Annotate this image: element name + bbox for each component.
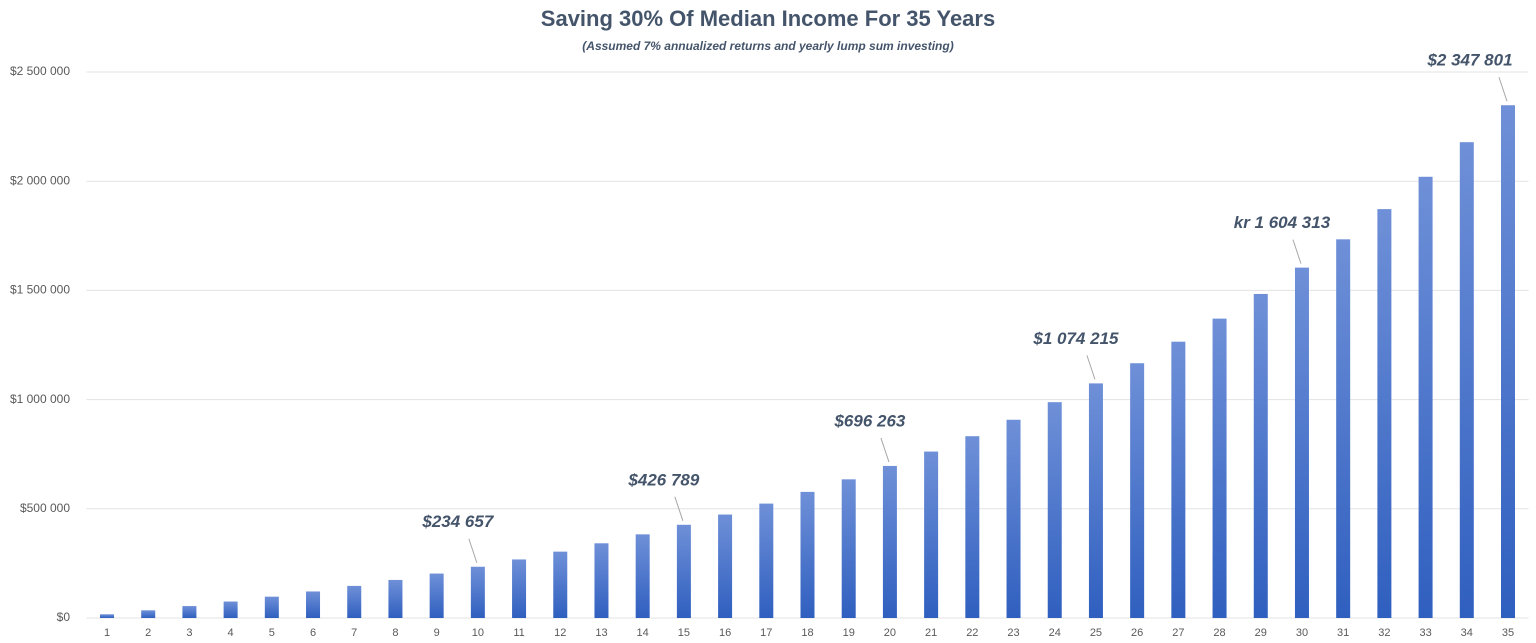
y-tick-label: $0: [57, 610, 71, 624]
x-tick-label: 15: [678, 627, 690, 639]
bar: [594, 543, 609, 618]
bar: [1130, 363, 1145, 618]
x-tick-label: 26: [1131, 627, 1143, 639]
x-tick-label: 17: [760, 627, 772, 639]
bar: [470, 566, 485, 618]
bar: [223, 601, 238, 618]
bar: [676, 524, 691, 618]
x-tick-label: 34: [1461, 627, 1473, 639]
leader-line: [468, 538, 478, 563]
x-tick-label: 4: [228, 627, 234, 639]
bar: [347, 585, 362, 618]
x-tick-label: 20: [884, 627, 896, 639]
data-label: $426 789: [627, 470, 699, 489]
x-tick-label: 16: [719, 627, 731, 639]
bar: [841, 479, 856, 618]
x-tick-label: 28: [1213, 627, 1225, 639]
x-tick-label: 8: [392, 627, 398, 639]
bar: [512, 559, 527, 618]
x-tick-label: 32: [1378, 627, 1390, 639]
bar: [264, 596, 279, 618]
bar: [1088, 383, 1103, 618]
x-tick-label: 12: [554, 627, 566, 639]
x-tick-label: 25: [1090, 627, 1102, 639]
x-tick-label: 2: [145, 627, 151, 639]
bar: [924, 451, 939, 618]
bar: [1459, 142, 1474, 618]
leader-line: [1498, 77, 1508, 102]
x-tick-label: 29: [1255, 627, 1267, 639]
x-tick-label: 13: [595, 627, 607, 639]
data-label: kr 1 604 313: [1234, 213, 1331, 232]
x-tick-label: 5: [269, 627, 275, 639]
bar: [1047, 402, 1062, 618]
bar: [553, 551, 568, 618]
bar: [100, 614, 115, 618]
leader-line: [1086, 355, 1096, 380]
y-tick-label: $1 000 000: [10, 392, 70, 406]
bar: [635, 534, 650, 618]
x-tick-label: 1: [104, 627, 110, 639]
bar: [759, 503, 774, 618]
data-label: $234 657: [421, 512, 494, 531]
x-tick-label: 30: [1296, 627, 1308, 639]
data-label: $2 347 801: [1426, 51, 1512, 70]
bar: [718, 514, 733, 618]
chart-subtitle: (Assumed 7% annualized returns and yearl…: [582, 39, 953, 53]
y-tick-label: $1 500 000: [10, 283, 70, 297]
bar: [1294, 267, 1309, 618]
y-tick-label: $2 000 000: [10, 173, 70, 187]
bar: [1377, 209, 1392, 618]
bar: [1500, 105, 1515, 619]
x-tick-label: 11: [513, 627, 524, 639]
bar: [388, 579, 403, 618]
bar: [882, 465, 897, 618]
x-tick-label: 24: [1049, 627, 1061, 639]
x-tick-label: 27: [1172, 627, 1184, 639]
x-tick-label: 22: [966, 627, 978, 639]
bar: [1418, 176, 1433, 618]
leader-line: [674, 496, 684, 521]
leader-line: [880, 437, 890, 463]
x-tick-label: 23: [1007, 627, 1019, 639]
x-tick-label: 7: [351, 627, 357, 639]
x-tick-label: 33: [1419, 627, 1431, 639]
x-tick-label: 6: [310, 627, 316, 639]
y-tick-label: $500 000: [20, 501, 70, 515]
x-tick-label: 18: [801, 627, 813, 639]
x-tick-label: 9: [434, 627, 440, 639]
x-tick-label: 21: [925, 627, 937, 639]
x-tick-label: 14: [637, 627, 649, 639]
bar: [306, 591, 321, 618]
bar: [1171, 341, 1186, 618]
leader-line: [1292, 239, 1302, 264]
data-label: $696 263: [833, 411, 905, 430]
x-tick-label: 35: [1502, 627, 1514, 639]
x-tick-label: 19: [843, 627, 855, 639]
bar: [1336, 239, 1351, 618]
x-tick-label: 10: [472, 627, 484, 639]
x-tick-label: 31: [1337, 627, 1349, 639]
bar: [1212, 318, 1227, 618]
bar: [429, 573, 444, 618]
y-tick-label: $2 500 000: [10, 64, 70, 78]
bar: [1253, 293, 1268, 618]
bar: [182, 606, 197, 618]
bar: [800, 491, 815, 618]
chart-title: Saving 30% Of Median Income For 35 Years: [541, 6, 995, 31]
x-tick-label: 3: [186, 627, 192, 639]
bar: [965, 436, 980, 618]
bar: [141, 610, 156, 618]
data-label: $1 074 215: [1032, 329, 1119, 348]
bar: [1006, 419, 1021, 618]
